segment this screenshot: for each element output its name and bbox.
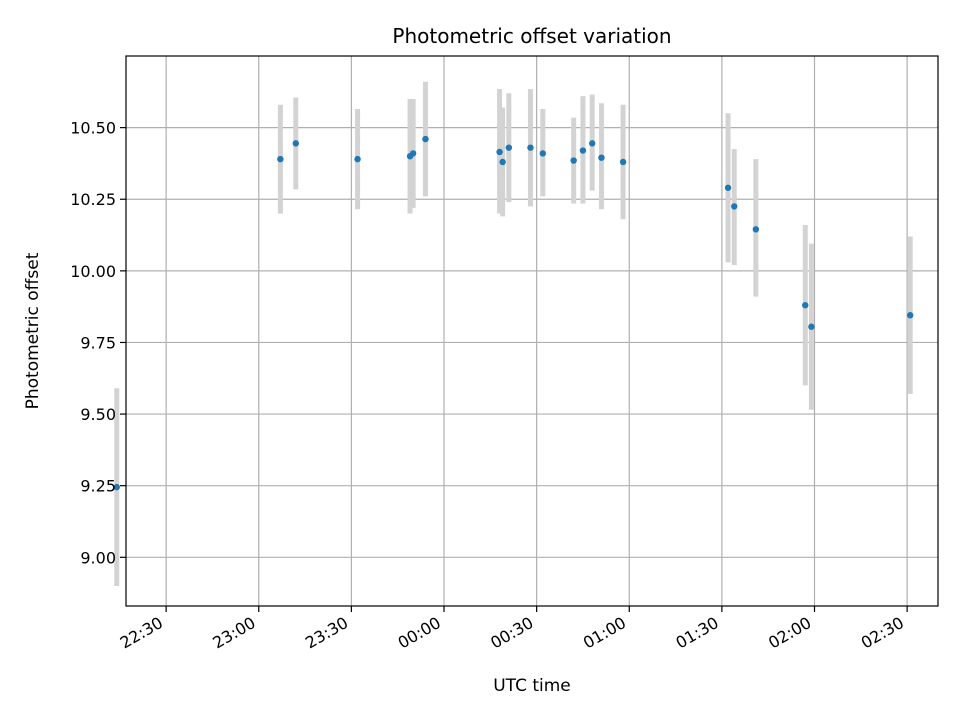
y-tick-label: 10.25 <box>70 190 116 209</box>
y-tick-label: 10.00 <box>70 262 116 281</box>
data-point <box>570 157 577 164</box>
data-point <box>619 158 627 166</box>
data-point <box>752 226 760 233</box>
data-point <box>724 184 732 191</box>
chart-title: Photometric offset variation <box>392 24 671 48</box>
data-point <box>907 312 914 319</box>
data-point <box>292 140 300 147</box>
data-point <box>409 150 417 157</box>
data-point <box>808 323 815 330</box>
y-axis-label: Photometric offset <box>23 252 43 409</box>
data-point <box>499 158 506 166</box>
data-point <box>113 483 120 491</box>
data-point <box>589 140 596 147</box>
y-tick-label: 9.50 <box>80 405 116 424</box>
data-point <box>598 154 605 161</box>
x-axis-label: UTC time <box>493 676 571 696</box>
data-points <box>113 135 914 491</box>
data-point <box>731 203 738 210</box>
plot-frame <box>125 55 939 607</box>
data-point <box>277 155 284 163</box>
data-point <box>496 148 503 156</box>
data-point <box>422 135 429 143</box>
y-tick-label: 10.50 <box>70 119 116 138</box>
y-tick-label: 9.75 <box>80 333 116 352</box>
data-point <box>802 302 809 309</box>
grid <box>126 56 938 606</box>
data-point <box>579 147 587 154</box>
y-tick-label: 9.00 <box>80 548 116 567</box>
data-point <box>354 155 361 163</box>
data-point <box>527 144 534 151</box>
data-point <box>505 144 513 151</box>
data-point <box>539 150 547 157</box>
y-tick-label: 9.25 <box>80 477 116 496</box>
